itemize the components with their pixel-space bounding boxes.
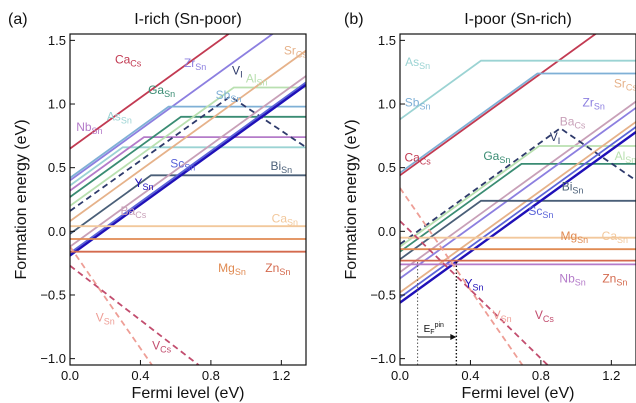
y-tick-label: 0.5 [48,160,66,175]
y-tick-label: −0.5 [40,287,66,302]
series-label-ca-sn: CaSn [272,211,298,227]
pinning-label: EFpin [424,322,444,336]
pinning-arrowhead [450,334,456,340]
y-tick-label: 1.0 [48,97,66,112]
y-tick-label: 1.5 [48,33,66,48]
series-line-bi-sn [400,201,636,259]
series-label-v-i: VI [550,130,561,146]
series-label-as-sn: AsSn [107,110,132,126]
series-line-bi-sn [70,175,306,234]
series-label-v-sn: VSn [96,311,115,327]
x-tick-label: 0.8 [532,368,550,383]
x-tick-label: 0.4 [461,368,479,383]
plot-frame [400,34,636,365]
x-tick-label: 1.2 [602,368,620,383]
plot-frame [70,34,306,365]
series-line-zr-sn [70,10,306,181]
y-tick-label: 0.5 [378,160,396,175]
y-tick-label: 0.0 [48,224,66,239]
x-axis-title: Fermi level (eV) [132,385,245,402]
series-label-ba-cs: BaCs [121,204,147,220]
series-label-mg-sn: MgSn [561,229,589,245]
y-tick-label: −1.0 [370,351,396,366]
series-line-sc-sn [400,127,636,298]
series-label-nb-sn: NbSn [559,271,585,287]
series-label-bi-sn: BiSn [562,180,584,196]
series-label-v-i: VI [232,64,243,80]
x-axis-title: Fermi level (eV) [462,385,575,402]
series-line-zr-sn [400,108,636,279]
series-label-sb-sn: SbSn [216,88,242,104]
y-tick-label: −0.5 [370,287,396,302]
series-label-ca-sn: CaSn [602,229,628,245]
x-tick-label: 0.4 [131,368,149,383]
series-line-y-sn [400,132,636,303]
series-label-sb-sn: SbSn [405,96,431,112]
x-tick-label: 0.0 [391,368,409,383]
series-label-sr-cs: SrCs [614,76,636,92]
series-line-ba-cs [400,102,636,273]
series-label-zn-sn: ZnSn [265,261,290,277]
series-label-al-sn: AlSn [615,149,636,165]
series-label-ba-cs: BaCs [560,115,586,131]
series-label-sc-sn: ScSn [528,204,553,220]
series-label-nb-sn: NbSn [76,120,102,136]
series-line-al-sn [400,146,636,247]
x-tick-label: 0.8 [202,368,220,383]
panel-title: I-rich (Sn-poor) [134,11,242,28]
series-line-sr-cs [70,51,306,222]
series-label-y-sn: YSn [464,276,483,292]
plot-area: EFpin [400,5,636,377]
series-label-ga-sn: GaSn [483,149,510,165]
y-axis-title: Formation energy (eV) [343,119,360,279]
panel-title: I-poor (Sn-rich) [464,11,572,28]
panel-tag: (b) [344,11,364,28]
series-line-ca-cs [400,5,636,176]
series-line-v-cs [70,266,199,365]
series-label-y-sn: YSn [134,176,153,192]
series-label-mg-sn: MgSn [218,261,246,277]
series-label-ga-sn: GaSn [148,83,175,99]
series-label-zr-sn: ZrSn [583,96,605,112]
series-label-sr-cs: SrCs [284,43,307,59]
y-tick-label: 1.0 [378,97,396,112]
x-tick-label: 1.2 [272,368,290,383]
x-tick-label: 0.0 [61,368,79,383]
series-label-bi-sn: BiSn [270,159,292,175]
series-label-zr-sn: ZrSn [184,56,206,72]
y-axis-title: Formation energy (eV) [13,119,30,279]
y-tick-label: 0.0 [378,224,396,239]
y-tick-label: −1.0 [40,351,66,366]
y-tick-label: 1.5 [378,33,396,48]
series-label-as-sn: AsSn [405,55,430,71]
fermi-pinning-annotation: EFpin [418,262,457,365]
series-label-v-cs: VCs [535,308,555,324]
series-label-ca-cs: CaCs [115,52,142,68]
series-label-zn-sn: ZnSn [602,271,627,287]
panel-tag: (a) [8,11,28,28]
series-label-v-sn: VSn [493,308,512,324]
series-label-al-sn: AlSn [246,71,268,87]
